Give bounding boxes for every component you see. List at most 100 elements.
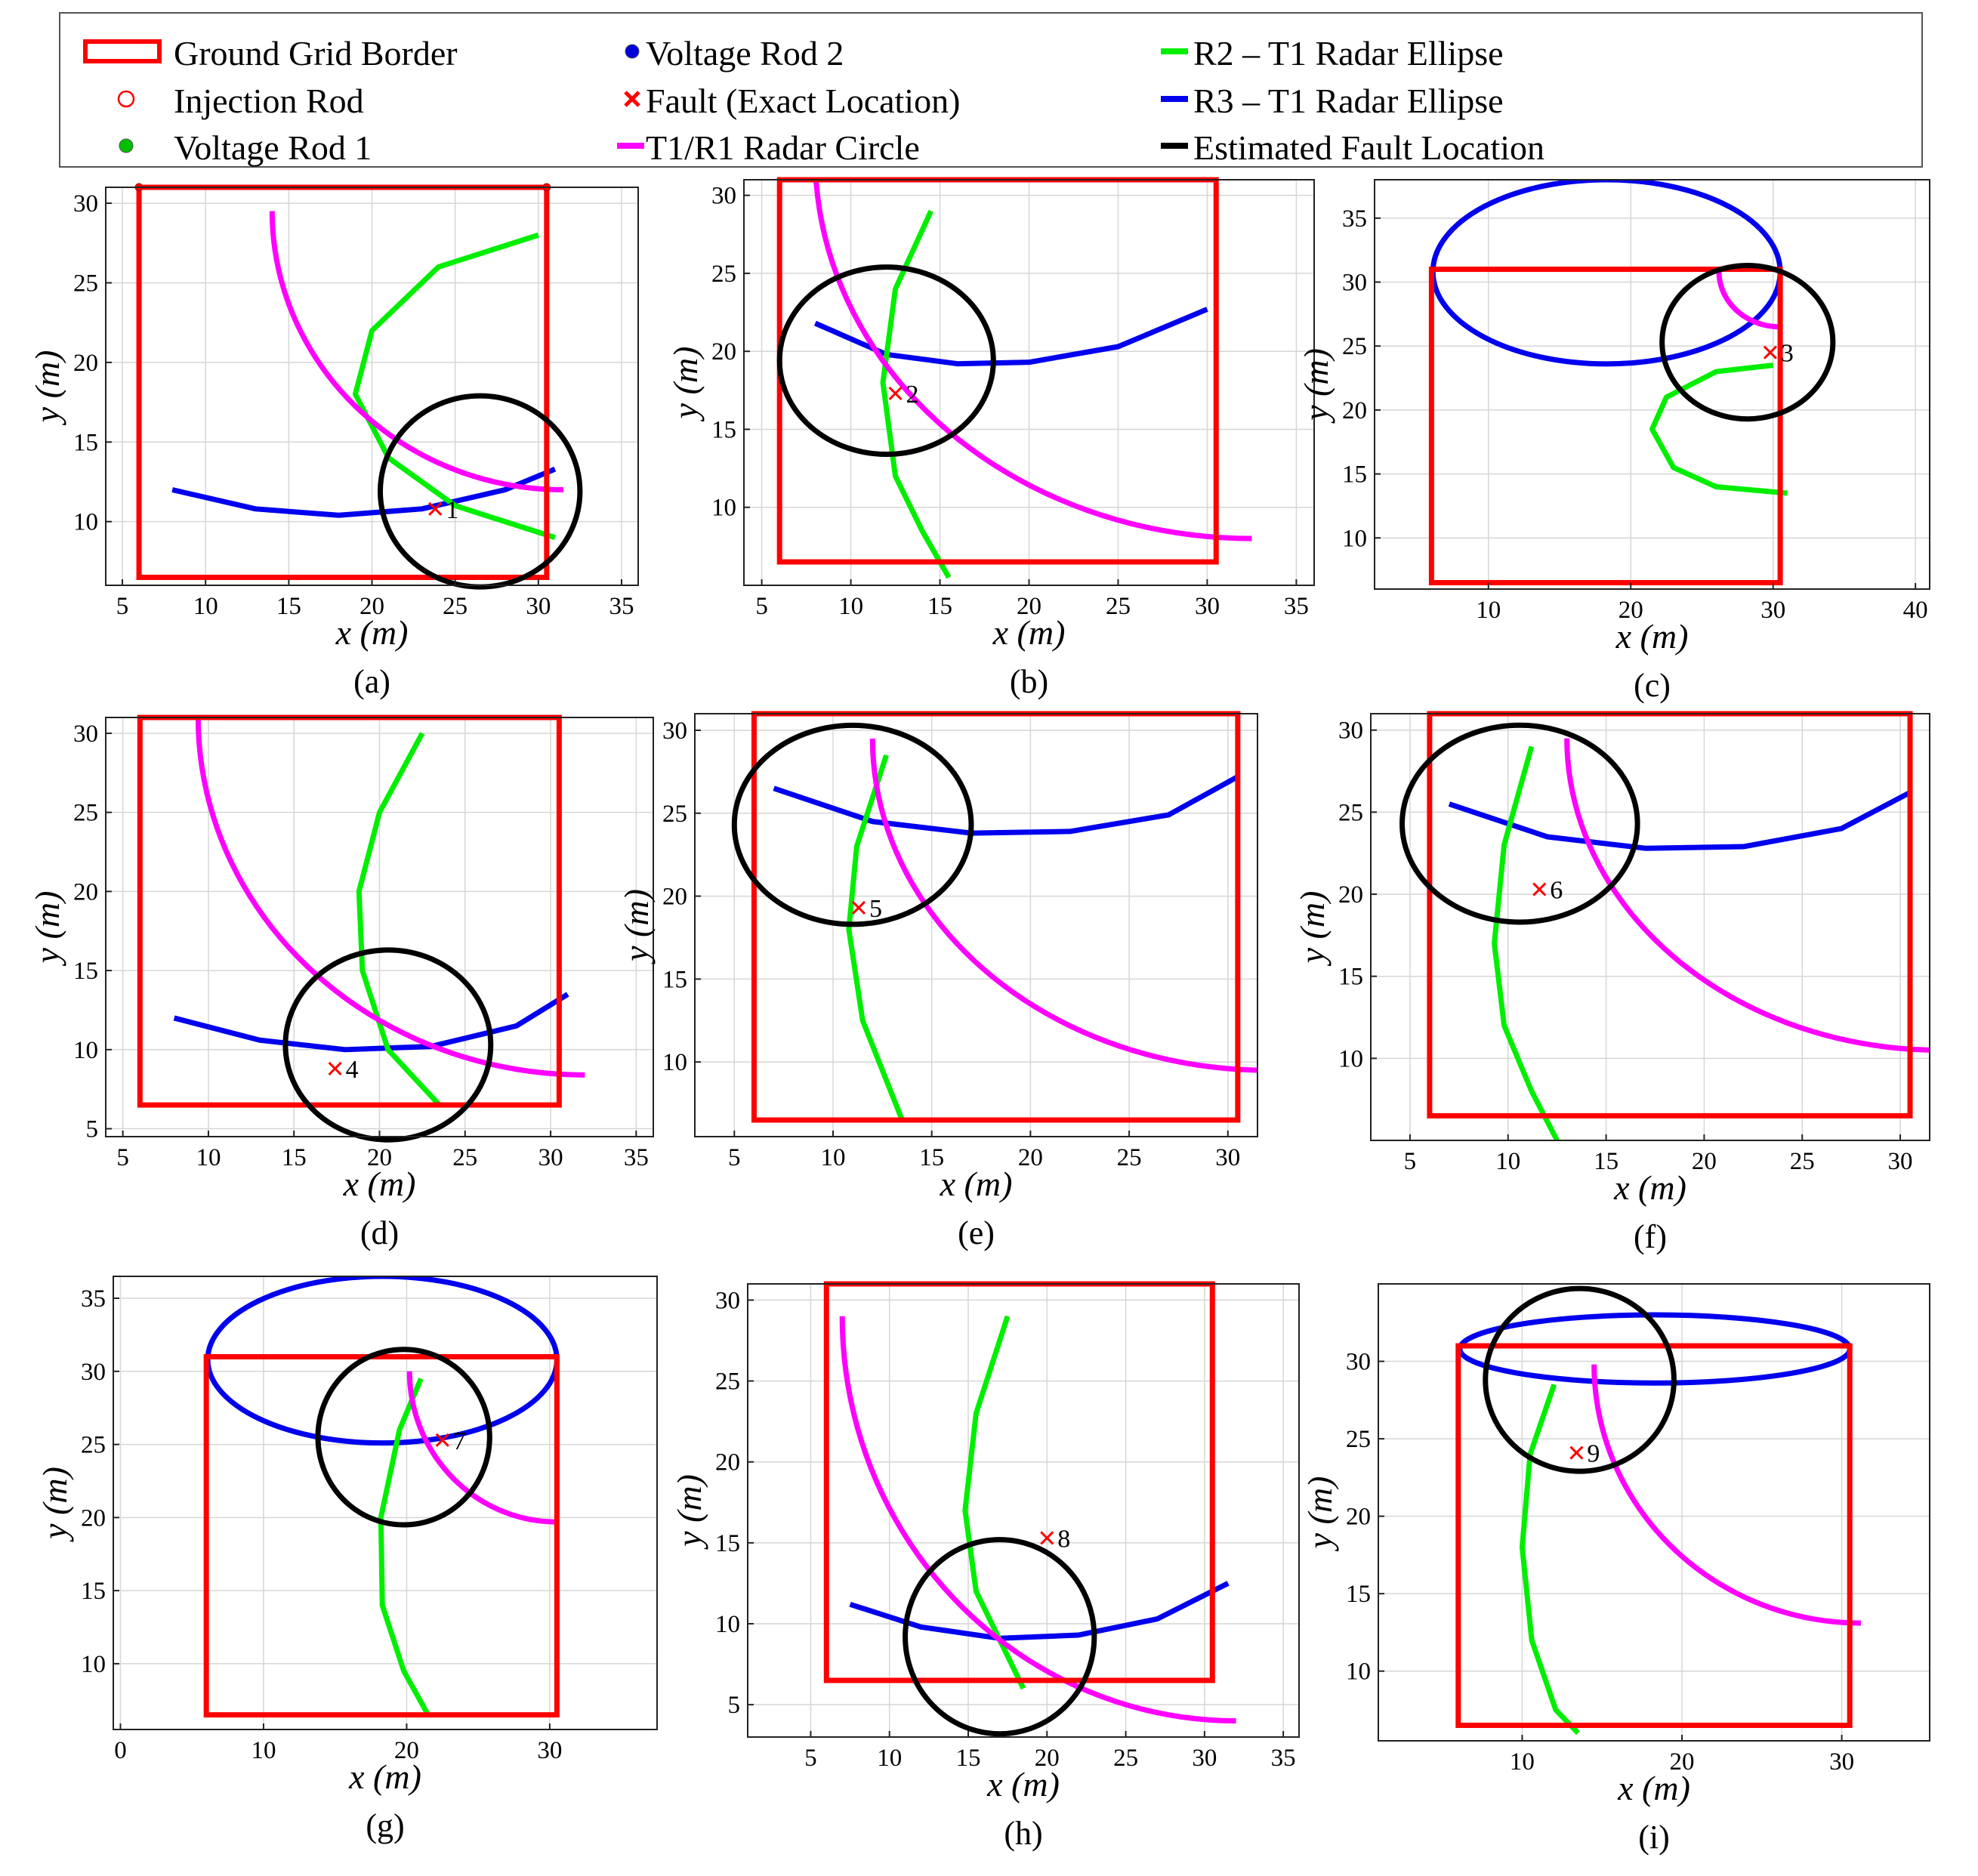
t1-r1-radar-circle xyxy=(406,1371,557,1525)
fault-marker xyxy=(1569,1446,1584,1460)
fault-label: 3 xyxy=(1781,340,1794,368)
legend-label: Ground Grid Border xyxy=(174,34,458,73)
fault-label: 2 xyxy=(906,381,919,409)
legend-label: R3 – T1 Radar Ellipse xyxy=(1193,82,1504,120)
x-tick-label: 20 xyxy=(1670,1748,1695,1776)
y-tick-label: 15 xyxy=(662,966,687,993)
y-tick-label: 10 xyxy=(662,1049,687,1076)
fault-label: 1 xyxy=(446,496,458,524)
legend-symbol-line xyxy=(1159,39,1190,68)
r3-t1-radar-ellipse xyxy=(1448,790,1912,851)
estimated-fault-circle xyxy=(315,1347,492,1528)
fault-label: 4 xyxy=(346,1056,359,1084)
panel-caption: (b) xyxy=(1010,663,1048,700)
y-tick-label: 30 xyxy=(1346,1349,1371,1376)
legend-label: Voltage Rod 1 xyxy=(174,128,372,167)
t1-r1-radar-circle xyxy=(813,180,1252,542)
fault-marker xyxy=(888,386,903,401)
y-tick-label: 35 xyxy=(81,1285,106,1313)
x-tick-label: 20 xyxy=(1035,1745,1060,1772)
fault-marker xyxy=(851,900,866,915)
panel-caption: (e) xyxy=(958,1214,995,1251)
x-tick-label: 30 xyxy=(538,1144,563,1171)
axes-frame xyxy=(1370,713,1930,1141)
legend-label: T1/R1 Radar Circle xyxy=(646,128,920,167)
x-axis-label: x (m) xyxy=(1613,1168,1686,1207)
x-tick-label: 20 xyxy=(367,1144,392,1171)
x-tick-label: 20 xyxy=(1619,597,1643,624)
panel-caption: (h) xyxy=(1004,1815,1042,1852)
y-tick-label: 30 xyxy=(711,183,736,210)
x-tick-label: 5 xyxy=(728,1144,741,1171)
legend-label: Injection Rod xyxy=(174,82,364,120)
estimated-fault-circle xyxy=(1659,262,1836,422)
y-tick-label: 10 xyxy=(1338,1045,1363,1072)
r3-t1-radar-ellipse xyxy=(171,466,557,518)
x-tick-label: 15 xyxy=(1594,1148,1619,1175)
y-tick-label: 20 xyxy=(1342,397,1367,424)
estimated-fault-circle xyxy=(1483,1285,1677,1474)
axes-frame xyxy=(1374,179,1930,590)
y-tick-label: 20 xyxy=(662,884,687,911)
panel-caption: (d) xyxy=(360,1214,399,1251)
panel-i: 9 10 20 30 10 15 20 25 30 x (m) y (m) (i) xyxy=(1301,1283,1930,1856)
y-tick-label: 5 xyxy=(86,1116,99,1143)
t1-r1-radar-circle xyxy=(269,211,563,493)
y-tick-label: 30 xyxy=(81,1359,106,1386)
y-tick-label: 25 xyxy=(1346,1426,1371,1453)
y-tick-label: 10 xyxy=(73,1037,98,1064)
panel-caption: (f) xyxy=(1634,1218,1667,1255)
x-tick-label: 20 xyxy=(1017,593,1041,620)
x-tick-label: 0 xyxy=(114,1737,127,1764)
legend-symbol-line xyxy=(1159,133,1190,162)
y-tick-label: 30 xyxy=(73,190,98,218)
y-axis-label: y (m) xyxy=(617,889,656,964)
fault-marker xyxy=(1040,1531,1054,1545)
ground-grid-border xyxy=(136,184,550,580)
t1-r1-radar-circle xyxy=(1564,738,1930,1053)
y-tick-label: 25 xyxy=(715,1368,740,1396)
legend-symbol-x-marker xyxy=(619,86,645,116)
y-tick-label: 30 xyxy=(715,1287,740,1314)
y-tick-label: 20 xyxy=(73,350,98,377)
r2-t1-radar-ellipse xyxy=(1492,745,1560,1140)
y-tick-label: 5 xyxy=(728,1692,741,1719)
x-axis-label: x (m) xyxy=(992,613,1066,652)
t1-r1-radar-circle xyxy=(869,738,1257,1073)
r2-t1-radar-ellipse xyxy=(880,209,952,579)
legend-label: Fault (Exact Location) xyxy=(646,82,961,120)
panel-caption: (i) xyxy=(1638,1819,1670,1856)
x-tick-label: 15 xyxy=(276,593,301,620)
x-tick-label: 20 xyxy=(1018,1144,1043,1171)
x-tick-label: 10 xyxy=(1495,1148,1520,1175)
x-tick-label: 35 xyxy=(609,593,634,620)
panel-g: 7 0 10 20 30 10 15 20 25 30 35 x (m) y (m) (g) xyxy=(35,1276,658,1844)
estimated-fault-circle xyxy=(731,722,974,927)
x-tick-label: 5 xyxy=(116,593,129,620)
panel-caption: (c) xyxy=(1634,667,1671,704)
estimated-fault-circle xyxy=(378,393,583,590)
ground-grid-border xyxy=(1427,711,1913,1119)
legend-symbol-square-outline xyxy=(83,39,162,68)
y-tick-label: 10 xyxy=(715,1611,740,1638)
x-tick-label: 35 xyxy=(624,1144,649,1171)
fault-label: 7 xyxy=(453,1427,466,1455)
y-tick-label: 15 xyxy=(81,1578,106,1605)
legend-label: R2 – T1 Radar Ellipse xyxy=(1193,34,1504,73)
axes-frame xyxy=(747,1283,1300,1738)
y-tick-label: 25 xyxy=(1338,799,1363,826)
x-tick-label: 20 xyxy=(1692,1148,1717,1175)
y-tick-label: 25 xyxy=(81,1432,106,1459)
y-axis-label: y (m) xyxy=(28,350,66,426)
r3-t1-radar-ellipse xyxy=(813,307,1208,367)
fault-marker xyxy=(435,1433,449,1447)
x-tick-label: 10 xyxy=(1510,1748,1535,1776)
y-tick-label: 35 xyxy=(1342,205,1367,233)
x-tick-label: 10 xyxy=(251,1737,276,1764)
r2-t1-radar-ellipse xyxy=(378,1378,430,1717)
x-tick-label: 5 xyxy=(116,1144,129,1171)
fault-label: 6 xyxy=(1550,877,1563,905)
legend-symbol-line xyxy=(1159,86,1190,116)
